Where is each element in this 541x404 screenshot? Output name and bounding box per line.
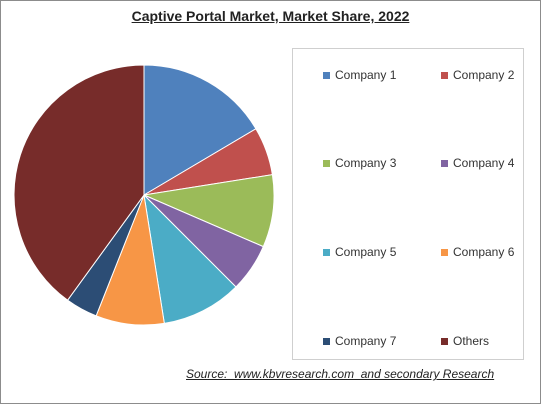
legend-item-company-6: Company 6 — [441, 245, 514, 259]
chart-legend: Company 1 Company 2 Company 3 Company 4 … — [292, 48, 524, 360]
legend-label-company-2: Company 2 — [453, 68, 515, 82]
legend-swatch-company-4 — [441, 159, 448, 167]
legend-swatch-company-2 — [441, 71, 448, 79]
legend-label-company-3: Company 3 — [335, 156, 397, 170]
pie-slice-others — [13, 64, 145, 301]
pie-slice-company-1 — [143, 64, 257, 196]
legend-swatch-company-5 — [323, 248, 330, 256]
chart-title: Captive Portal Market, Market Share, 202… — [131, 8, 410, 24]
legend-label-company-5: Company 5 — [335, 245, 397, 259]
legend-swatch-company-1 — [323, 71, 330, 79]
legend-item-company-5: Company 5 — [323, 245, 396, 259]
legend-item-company-2: Company 2 — [441, 68, 514, 82]
legend-item-company-7: Company 7 — [323, 334, 396, 348]
legend-label-company-4: Company 4 — [453, 156, 515, 170]
legend-item-others: Others — [441, 334, 489, 348]
legend-swatch-company-7 — [323, 337, 330, 345]
legend-item-company-3: Company 3 — [323, 156, 396, 170]
legend-label-others: Others — [453, 334, 490, 348]
legend-label-company-6: Company 6 — [453, 245, 515, 259]
legend-swatch-company-6 — [441, 248, 448, 256]
legend-swatch-company-3 — [323, 159, 330, 167]
legend-item-company-4: Company 4 — [441, 156, 514, 170]
legend-label-company-7: Company 7 — [335, 334, 397, 348]
legend-label-company-1: Company 1 — [335, 68, 397, 82]
source-note: Source: www.kbvresearch.com and secondar… — [186, 367, 495, 381]
legend-item-company-1: Company 1 — [323, 68, 396, 82]
legend-swatch-others — [441, 337, 448, 345]
pie-slice-company-5 — [143, 193, 237, 324]
